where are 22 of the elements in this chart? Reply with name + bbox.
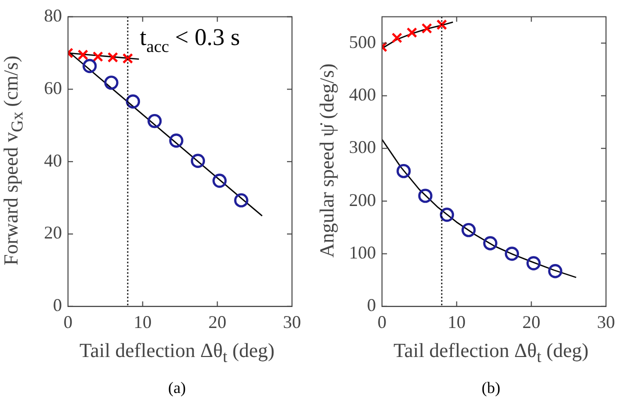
text: (b) [480, 380, 502, 398]
y-axis-title: Angular speed ψ̇ (deg/s) [316, 63, 340, 258]
y-tick-label: 100 [349, 242, 376, 262]
y-tick-label: 200 [349, 190, 376, 210]
y-tick-label: 80 [44, 6, 62, 26]
y-tick-label: 40 [44, 150, 62, 170]
x-tick-label: 30 [597, 312, 615, 332]
y-tick-label: 60 [44, 78, 62, 98]
x-tick-label: 20 [208, 312, 226, 332]
x-tick-label: 10 [134, 312, 152, 332]
y-tick-label: 400 [349, 84, 376, 105]
y-tick-label: 300 [349, 137, 376, 158]
y-tick-label: 20 [44, 222, 62, 243]
x-tick-label: 20 [522, 312, 540, 332]
text: (a) [167, 380, 187, 398]
x-tick-label: 10 [448, 312, 466, 332]
y-tick-label: 0 [367, 295, 376, 316]
y-tick-label: 500 [349, 32, 376, 52]
x-axis-title: Tail deflection Δθ$_{t}$ (deg) [392, 340, 590, 367]
y-tick-label: 0 [53, 295, 62, 316]
x-tick-label: 30 [283, 312, 301, 332]
x-axis-title: Tail deflection Δθ$_{t}$ (deg) [78, 340, 276, 367]
